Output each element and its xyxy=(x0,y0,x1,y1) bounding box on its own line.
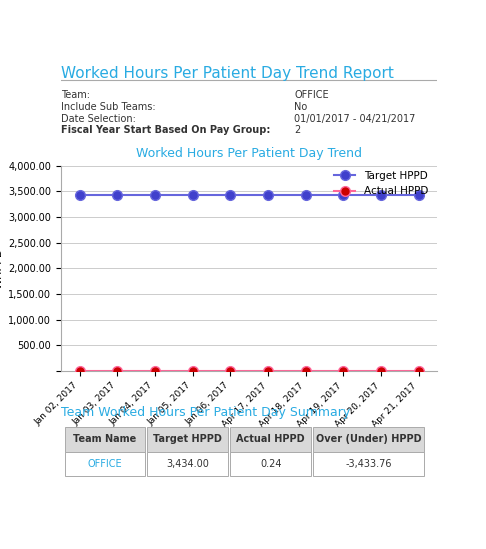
Bar xyxy=(65,452,145,477)
Bar xyxy=(230,452,311,477)
Text: OFFICE: OFFICE xyxy=(87,459,122,469)
Text: 2: 2 xyxy=(294,125,300,135)
Text: Team Name: Team Name xyxy=(73,434,137,444)
Bar xyxy=(313,452,424,477)
Text: Worked Hours Per Patient Day Trend Report: Worked Hours Per Patient Day Trend Repor… xyxy=(61,66,394,81)
Text: Over (Under) HPPD: Over (Under) HPPD xyxy=(316,434,421,444)
Text: Team:: Team: xyxy=(61,91,90,100)
Bar xyxy=(313,427,424,452)
Text: 01/01/2017 - 04/21/2017: 01/01/2017 - 04/21/2017 xyxy=(294,114,416,124)
Text: Actual HPPD: Actual HPPD xyxy=(236,434,305,444)
Legend: Target HPPD, Actual HPPD: Target HPPD, Actual HPPD xyxy=(330,167,432,200)
Text: Include Sub Teams:: Include Sub Teams: xyxy=(61,102,156,112)
Text: Target HPPD: Target HPPD xyxy=(154,434,222,444)
Text: Team Worked Hours Per Patient Day Summary: Team Worked Hours Per Patient Day Summar… xyxy=(61,406,350,419)
Text: 3,434.00: 3,434.00 xyxy=(166,459,209,469)
Text: 0.24: 0.24 xyxy=(260,459,281,469)
Bar xyxy=(147,427,228,452)
Text: Date Selection:: Date Selection: xyxy=(61,114,136,124)
Text: No: No xyxy=(294,102,308,112)
Title: Worked Hours Per Patient Day Trend: Worked Hours Per Patient Day Trend xyxy=(136,147,362,160)
X-axis label: Date: Date xyxy=(236,433,262,443)
Text: Fiscal Year Start Based On Pay Group:: Fiscal Year Start Based On Pay Group: xyxy=(61,125,270,135)
Text: OFFICE: OFFICE xyxy=(294,91,329,100)
Bar xyxy=(147,452,228,477)
Bar xyxy=(230,427,311,452)
Y-axis label: WHPPD: WHPPD xyxy=(0,248,4,289)
Bar xyxy=(65,427,145,452)
Text: -3,433.76: -3,433.76 xyxy=(346,459,392,469)
